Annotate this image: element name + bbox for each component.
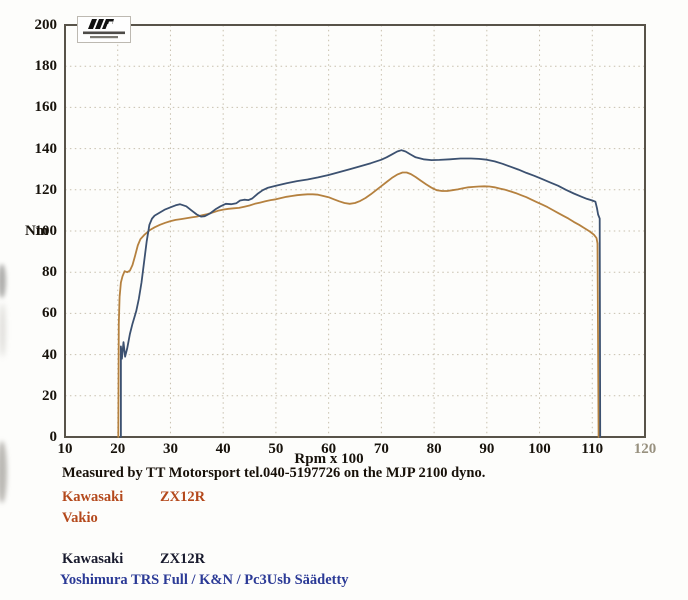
run2-spec: Yoshimura TRS Full / K&N / Pc3Usb Säädet… <box>60 572 349 588</box>
x-tick-label: 110 <box>581 441 604 457</box>
x-tick-label: 90 <box>479 441 495 457</box>
x-tick-label: 100 <box>528 441 551 457</box>
run1-make: Kawasaki <box>62 489 124 505</box>
mjp-logo <box>77 16 131 43</box>
plot-frame <box>64 24 646 438</box>
run1-spec: Vakio <box>62 510 98 526</box>
scan-smudge <box>0 441 7 503</box>
run2-model: ZX12R <box>160 551 206 567</box>
curve-yoshimura <box>120 149 602 438</box>
y-tick-label: 180 <box>34 58 58 75</box>
y-tick-label: 120 <box>34 181 58 198</box>
scan-smudge <box>0 264 6 298</box>
curve-vakio <box>117 171 600 438</box>
x-axis-unit-label: Rpm x 100 <box>294 451 364 467</box>
y-tick-label: 40 <box>42 346 57 363</box>
measured-by-line: Measured by TT Motorsport tel.040-519772… <box>62 465 486 481</box>
run2-make: Kawasaki <box>62 551 124 567</box>
x-tick-label: 10 <box>57 441 73 457</box>
mjp-motorsport-logo-icon <box>83 19 125 39</box>
torque-chart <box>64 24 646 438</box>
x-tick-label: 60 <box>321 441 337 457</box>
y-axis-unit-label: Nm <box>25 223 49 239</box>
x-tick-label: 120 <box>633 441 657 457</box>
scan-smudge <box>0 303 5 357</box>
run1-model: ZX12R <box>160 489 206 505</box>
y-tick-label: 200 <box>34 17 58 33</box>
y-tick-label: 100 <box>34 223 58 239</box>
x-tick-label: 80 <box>426 441 442 457</box>
y-tick-label: 80 <box>42 264 57 281</box>
x-tick-label: 40 <box>215 441 231 457</box>
x-tick-label: 30 <box>162 441 178 457</box>
y-tick-label: 140 <box>34 140 58 157</box>
y-tick-label: 20 <box>42 387 57 404</box>
y-tick-label: 60 <box>42 305 57 322</box>
x-tick-label: 70 <box>373 441 389 457</box>
x-tick-label: 50 <box>268 441 284 457</box>
x-tick-label: 20 <box>110 441 126 457</box>
y-tick-label: 0 <box>49 429 58 445</box>
y-tick-label: 160 <box>34 99 58 116</box>
